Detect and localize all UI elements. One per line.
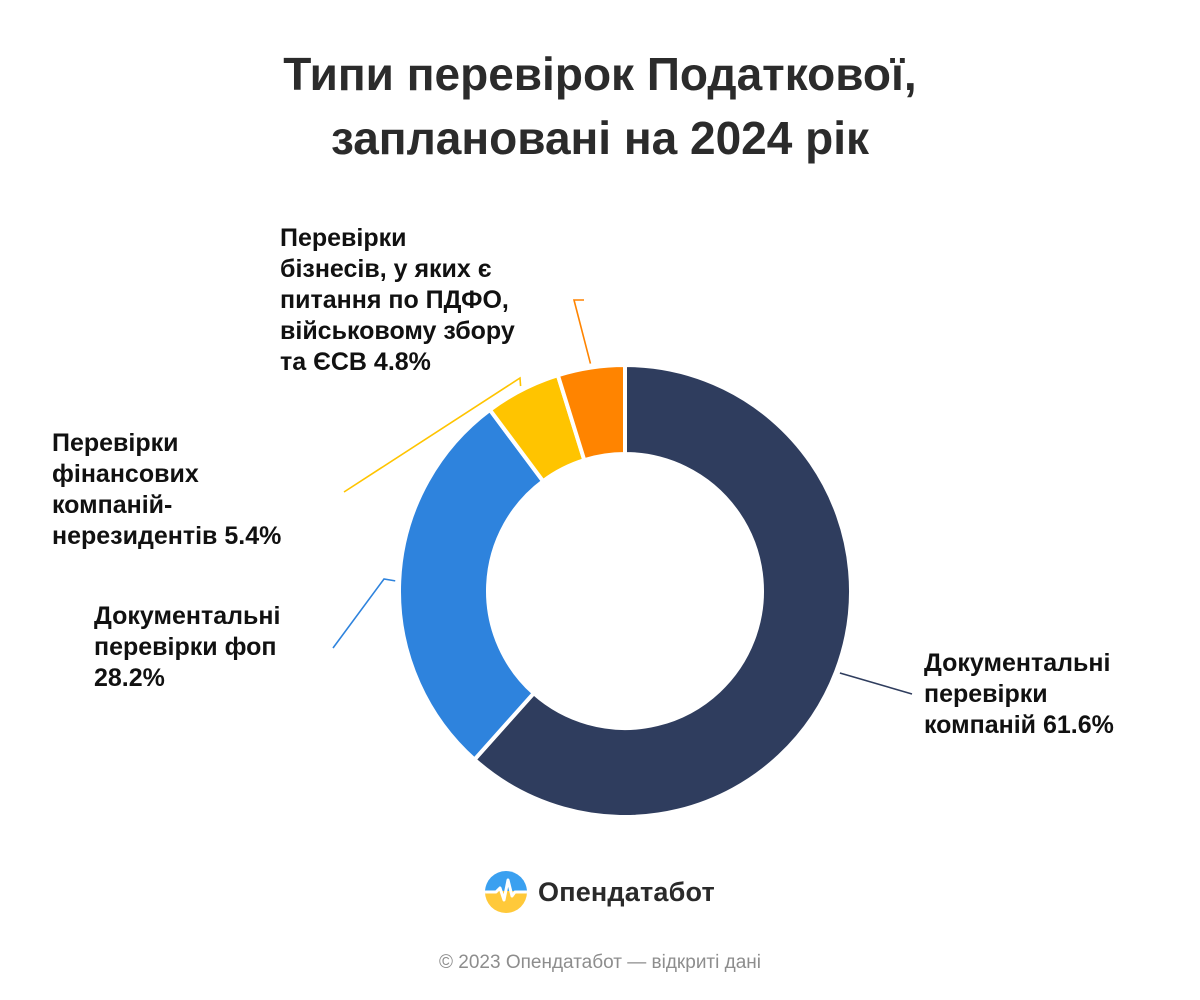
leader-pdfo [572,299,592,364]
slice-label-fop: Документальні перевірки фоп 28.2% [94,602,281,692]
chart-title-line-1: Типи перевірок Податкової, [283,48,917,100]
footer-copyright: © 2023 Опендатабот — відкриті дані [439,952,761,973]
slice-pdfo [555,363,627,463]
opendatabot-logo[interactable]: Опендатабот [484,870,715,914]
leader-fop [332,578,396,649]
leader-nonresidents [343,376,522,493]
leader-lines [332,299,913,695]
opendatabot-logo-icon [485,871,527,913]
slice-label-companies: Документальні перевірки компаній 61.6% [924,649,1114,739]
leader-companies [839,672,913,695]
chart-title: Типи перевірок Податкової, заплановані н… [0,42,1200,170]
chart-title-line-2: заплановані на 2024 рік [330,112,870,164]
logo-name: Опендатабот [538,876,715,907]
slice-companies [472,363,853,819]
donut-slices [397,363,853,819]
slice-fop [397,407,546,762]
slice-label-nonresidents: Перевірки фінансових компаній- нерезиден… [52,429,282,550]
slice-label-pdfo: Перевірки бізнесів, у яких є питання по … [280,224,515,376]
